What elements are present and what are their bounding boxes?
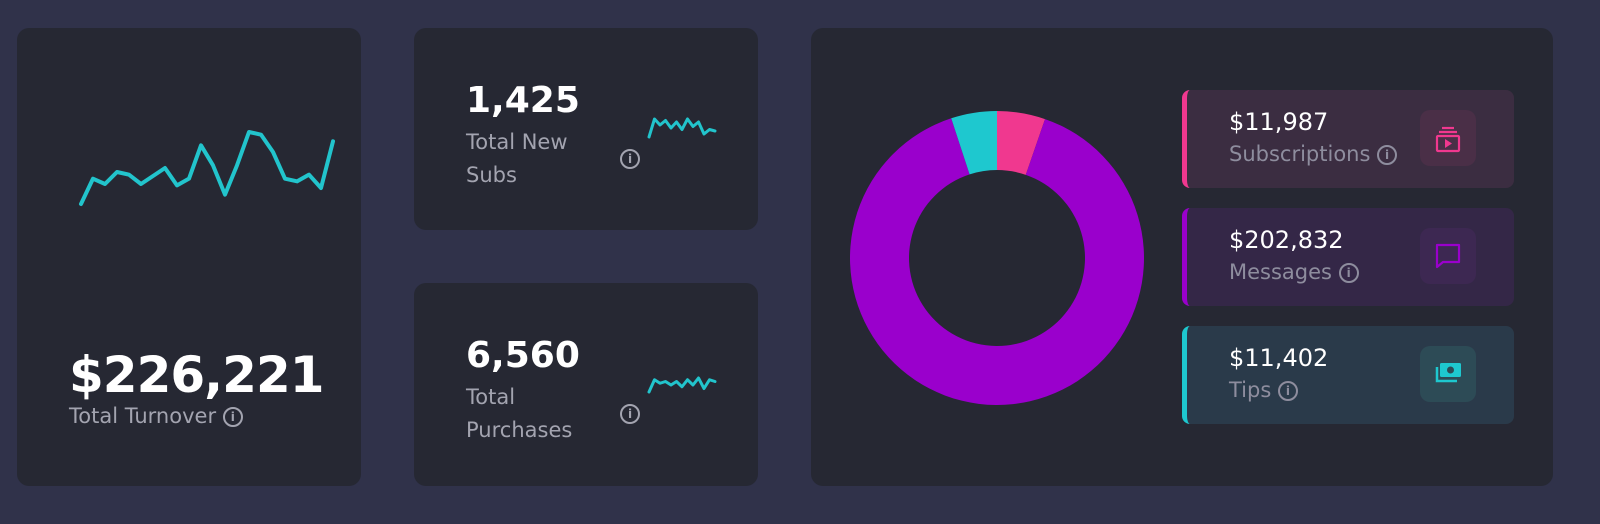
messages-row[interactable]: $202,832 Messages i (1182, 208, 1514, 306)
purchases-value: 6,560 (466, 335, 580, 376)
tips-row[interactable]: $11,402 Tips i (1182, 326, 1514, 424)
sparkline-line (647, 117, 717, 139)
turnover-sparkline (79, 130, 335, 206)
subs-sparkline (647, 117, 717, 139)
new-subs-card: 1,425 Total New Subs i (414, 28, 758, 230)
tips-label: Tips (1229, 378, 1272, 402)
subs-label-1: Total New (466, 130, 568, 154)
purchases-sparkline (647, 376, 717, 394)
turnover-card: $226,221 Total Turnover i (17, 28, 361, 486)
subscriptions-icon-box (1420, 110, 1476, 166)
subscriptions-play-icon (1435, 126, 1461, 153)
info-icon[interactable]: i (1377, 145, 1398, 165)
purchases-label-1: Total (466, 385, 516, 409)
info-icon[interactable]: i (620, 149, 640, 169)
info-icon[interactable]: i (1277, 381, 1298, 401)
subscriptions-row[interactable]: $11,987 Subscriptions i (1182, 90, 1514, 188)
sparkline-line (647, 376, 717, 394)
turnover-label: Total Turnover (69, 404, 217, 428)
sparkline-line (79, 130, 335, 206)
subs-label-2: Subs (466, 163, 517, 187)
info-icon[interactable]: i (1338, 263, 1359, 283)
tips-amount: $11,402 (1229, 344, 1329, 372)
info-icon[interactable]: i (222, 407, 243, 427)
message-bubble-icon (1435, 243, 1461, 269)
messages-icon-box (1420, 228, 1476, 284)
tips-icon-box (1420, 346, 1476, 402)
info-icon[interactable]: i (620, 404, 640, 424)
messages-label: Messages (1229, 260, 1332, 284)
donut-slice-messages[interactable] (850, 118, 1144, 406)
subs-value: 1,425 (466, 80, 580, 121)
revenue-donut-chart (850, 111, 1144, 406)
donut-slice-subscriptions[interactable] (997, 111, 1046, 175)
turnover-value: $226,221 (69, 346, 325, 404)
subscriptions-amount: $11,987 (1229, 108, 1329, 136)
money-cash-icon (1435, 363, 1461, 383)
donut-slice-tips[interactable] (951, 111, 997, 175)
purchases-label-2: Purchases (466, 418, 573, 442)
purchases-card: 6,560 Total Purchases i (414, 283, 758, 486)
subscriptions-label: Subscriptions (1229, 142, 1371, 166)
messages-amount: $202,832 (1229, 226, 1344, 254)
